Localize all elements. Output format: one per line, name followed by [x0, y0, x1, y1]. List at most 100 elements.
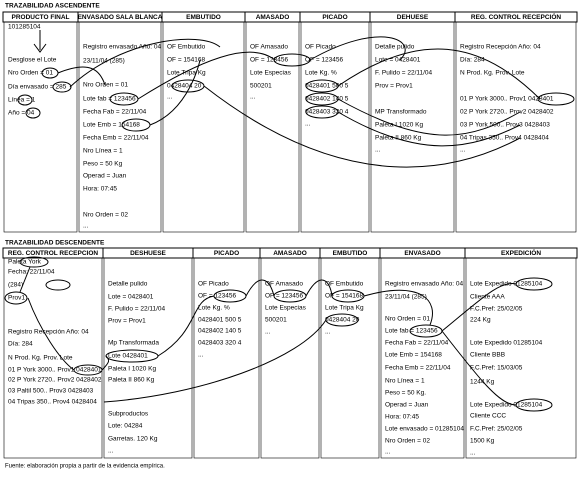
column-line: Año = 04 [8, 110, 35, 117]
column-line: ... [108, 448, 114, 455]
column-line: Registro envasado Año: 04 [83, 44, 161, 51]
column-line: 0428404 20 [167, 83, 202, 90]
arrow [337, 48, 541, 100]
column-line: OF = 123456 [265, 293, 304, 300]
column-box [3, 21, 78, 233]
column-line: Registro Recepción Año: 04 [8, 329, 89, 336]
column-box [300, 21, 370, 233]
column-line: OF Embutido [325, 281, 364, 288]
column-line: Nro Línea = 1 [385, 378, 425, 385]
column-line: Día: 284 [460, 57, 485, 64]
column-line: 0428403 320 4 [198, 340, 242, 347]
column-box [162, 21, 245, 233]
arrow [337, 111, 521, 147]
column-line: Lote 0428401 [108, 353, 148, 360]
column-box [260, 257, 320, 459]
arrow [57, 66, 106, 86]
column-line: F. Pulido = 22/11/04 [375, 70, 433, 77]
column-line: Fecha Fab = 22/11/04 [83, 109, 147, 116]
column-line: F.C.Pref: 25/02/05 [470, 306, 523, 313]
section-title: TRAZABILIDAD DESCENDENTE [5, 240, 105, 247]
column-line: ... [385, 449, 391, 456]
column-line: OF = 123456 [305, 57, 344, 64]
column-line: ... [265, 329, 271, 336]
column-line: 500201 [250, 83, 272, 90]
column-box [193, 257, 260, 459]
column-line: Lote Tripa Kg [325, 305, 364, 312]
column-line: ... [470, 450, 476, 457]
column-line: Hora: 07:45 [83, 186, 117, 193]
column-line: MP Transformado [375, 109, 427, 116]
column-line: Mp Transformada [108, 340, 159, 347]
column-line: ... [325, 329, 331, 336]
column-line: ... [250, 94, 256, 101]
column-line: Nro Orden = 01 [83, 82, 128, 89]
column-line: Peso = 50 Kg [83, 161, 123, 168]
ellipse [537, 92, 575, 106]
column-line: Garretas. 120 Kg [108, 436, 158, 443]
arrow [305, 279, 333, 297]
arrow [19, 266, 31, 293]
ellipse [19, 256, 49, 268]
column-line: 101285104 [8, 24, 41, 31]
column-line: OF Embutido [167, 44, 206, 51]
arrow [27, 297, 75, 371]
column-line: Operad = Juan [385, 402, 429, 409]
column-line: Paleta II 860 Kg [375, 135, 422, 142]
column-line: ... [375, 147, 381, 154]
column-line: Día envasado = 285 [8, 84, 67, 91]
column-line: Día: 284 [8, 341, 33, 348]
arrow [33, 30, 47, 53]
column-line: Paleta York [8, 259, 42, 266]
column-line: Paleta I 1020 Kg [375, 122, 423, 129]
column-line: OF = 123456 [250, 57, 289, 64]
column-header: EMBUTIDO [186, 14, 221, 21]
column-line: Registro envasado Año: 04 [385, 281, 463, 288]
section-title: TRAZABILIDAD ASCENDENTE [5, 3, 100, 10]
column-box [245, 21, 300, 233]
column-line: Lote Especias [265, 305, 307, 312]
column-header: PICADO [322, 14, 347, 21]
column-header: ENVASADO [404, 250, 440, 257]
column-line: ... [460, 147, 466, 154]
column-line: Fecha: 22/11/04 [8, 269, 55, 276]
column-line: Operad = Juan [83, 173, 127, 180]
ellipse [52, 81, 72, 93]
column-header: REG. CONTROL RECEPCIÓN [471, 12, 561, 21]
ellipse [45, 279, 71, 291]
arrow [69, 38, 221, 88]
column-line: Prov = Prov1 [375, 83, 413, 90]
column-line: 0428401 500 5 [305, 83, 349, 90]
footer: Fuente: elaboración propia a partir de l… [5, 464, 165, 470]
column-line: Cliente AAA [470, 294, 505, 301]
column-line: Lote Emb = 154168 [83, 122, 140, 129]
column-line: Peso = 50 Kg. [385, 390, 426, 397]
column-line: ... [198, 352, 204, 359]
column-header: PICADO [214, 250, 239, 257]
column-line: Nro Orden = 02 [83, 212, 128, 219]
column-line: N Prod. Kg. Prov. Lote [8, 355, 73, 362]
column-line: 0428402 140 5 [305, 96, 349, 103]
column-header: AMASADO [273, 250, 307, 257]
column-line: 01 P York 3000.. Prov1 0428401 [8, 367, 102, 374]
column-line: 0428404 20 [325, 317, 360, 324]
column-header: EMBUTIDO [333, 250, 368, 257]
arrow [363, 289, 433, 326]
column-line: Fecha Emb = 22/11/04 [83, 135, 149, 142]
column-line: 23/11/04 (285) [83, 58, 125, 65]
column-line: 03 Paltil 500.. Prov3 0428403 [8, 388, 94, 395]
column-line: Lote Expedido 01285104 [470, 281, 543, 288]
column-line: Lote Tripa Kg [167, 70, 206, 77]
column-line: 04 Tripas 350.. Prov4 0428404 [460, 135, 549, 142]
ellipse [25, 107, 41, 119]
column-line: 0428403 320 4 [305, 109, 349, 116]
column-line: OF Picado [198, 281, 229, 288]
arrow [101, 355, 110, 371]
column-line: F.C.Pref: 15/03/05 [470, 365, 523, 372]
column-line: Prov1 [8, 295, 25, 302]
column-line: 1244 Kg [470, 379, 495, 386]
arrow [441, 283, 517, 332]
column-line: 500201 [265, 317, 287, 324]
column-line: OF Amasado [250, 44, 288, 51]
arrow [245, 279, 275, 297]
